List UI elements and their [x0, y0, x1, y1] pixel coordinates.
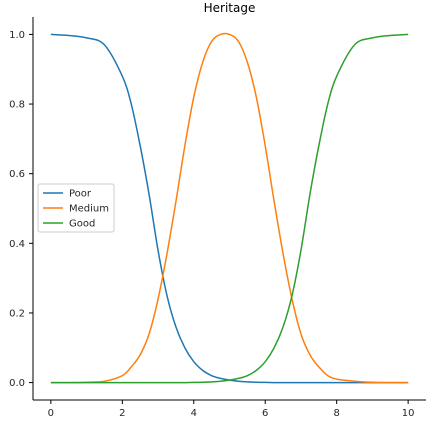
axes: 0 2 4 6 8 10 0.0 0.2 0.4 0.6 0.8 1.0 — [9, 17, 426, 419]
series-line-medium — [50, 32, 409, 384]
legend-label-medium: Medium — [69, 204, 109, 215]
legend-label-good: Good — [69, 219, 95, 230]
legend-box — [37, 183, 115, 233]
x-tick-label: 4 — [191, 408, 197, 419]
x-tick-label: 8 — [333, 408, 339, 419]
y-tick-label: 0.0 — [9, 378, 25, 389]
plot-lines — [50, 32, 409, 384]
x-tick-label: 6 — [262, 408, 268, 419]
x-tick-label: 2 — [119, 408, 125, 419]
chart-title: Heritage — [204, 1, 256, 15]
legend-label-poor: Poor — [69, 189, 92, 200]
y-tick-label: 1.0 — [9, 30, 25, 41]
y-tick-label: 0.6 — [9, 169, 25, 180]
y-tick-label: 0.4 — [9, 239, 25, 250]
y-tick-label: 0.8 — [9, 100, 25, 111]
x-tick-label: 10 — [402, 408, 415, 419]
series-line-good — [50, 33, 409, 384]
y-tick-label: 0.2 — [9, 308, 25, 319]
legend: Poor Medium Good — [37, 183, 115, 233]
x-tick-label: 0 — [48, 408, 54, 419]
